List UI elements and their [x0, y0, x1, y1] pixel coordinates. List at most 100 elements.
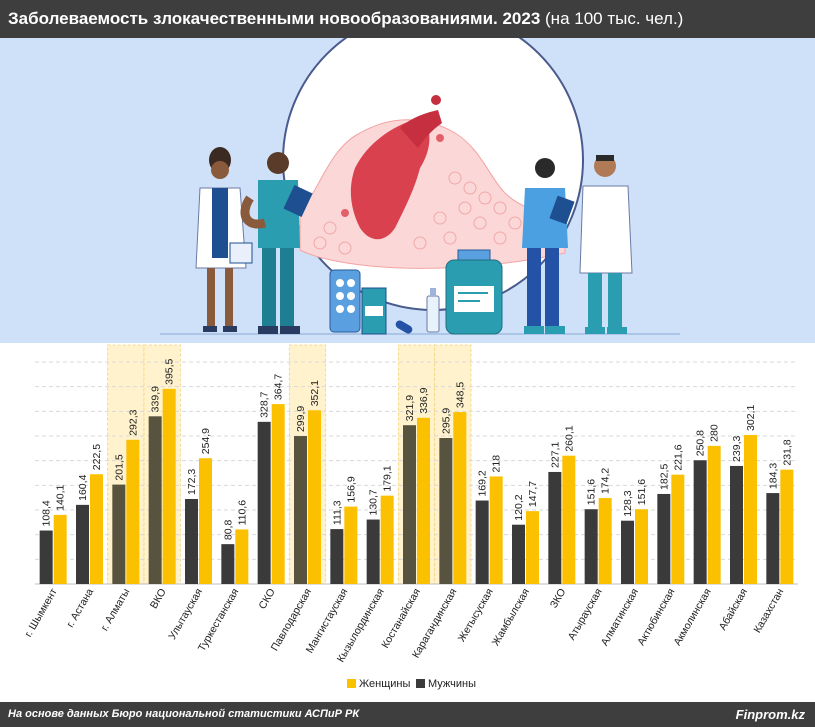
bar-men [693, 460, 707, 584]
value-label-men: 128,3 [622, 490, 634, 516]
value-label-women: 222,5 [91, 444, 103, 470]
value-label-men: 151,6 [586, 479, 598, 505]
category-label: ВКО [148, 587, 169, 611]
category-label: Абайская [717, 587, 750, 633]
category-label: Алматинская [599, 587, 641, 648]
value-label-women: 395,5 [164, 358, 176, 384]
value-label-women: 260,1 [563, 425, 575, 451]
value-label-women: 292,3 [127, 409, 139, 435]
bar-men [221, 544, 235, 584]
bar-women [199, 458, 212, 584]
bar-women [271, 404, 285, 584]
value-label-women: 151,6 [636, 479, 648, 505]
bar-men [439, 438, 453, 584]
category-label: г. Астана [64, 586, 96, 629]
value-label-men: 182,5 [658, 464, 670, 490]
bar-men [366, 519, 380, 584]
category-label: Акмолинская [671, 587, 713, 648]
bar-women [671, 474, 685, 584]
value-label-men: 160,4 [77, 474, 89, 500]
source-note: На основе данных Бюро национальной стати… [8, 708, 360, 720]
value-label-women: 221,6 [672, 444, 684, 470]
value-label-women: 352,1 [309, 380, 321, 406]
value-label-women: 231,8 [781, 439, 793, 465]
category-label: Актюбинская [635, 587, 677, 648]
legend-label-women: Женщины [359, 678, 410, 690]
category-label: Жамбылская [490, 587, 532, 648]
category-label: ЗКО [548, 587, 569, 611]
doctor-woman-icon [195, 147, 253, 332]
bar-men [621, 520, 634, 584]
bar-men [730, 465, 743, 584]
bar-men [39, 530, 53, 584]
value-label-women: 364,7 [273, 374, 285, 400]
category-label: Жетысуская [456, 587, 496, 644]
value-label-men: 328,7 [259, 391, 271, 417]
bar-men [76, 504, 89, 584]
bar-men [257, 421, 271, 584]
nurse-man-icon [240, 152, 313, 334]
value-label-women: 140,1 [55, 484, 67, 510]
bar-men [403, 425, 416, 584]
vial-icon [426, 288, 440, 333]
bar-women [90, 474, 103, 584]
category-label: Казахстан [751, 586, 786, 635]
value-label-men: 250,8 [695, 430, 707, 456]
legend-label-men: Мужчины [428, 678, 476, 690]
chart-subtitle: (на 100 тыс. чел.) [545, 9, 684, 28]
category-label: Атырауская [566, 587, 605, 643]
bar-men [148, 416, 162, 584]
value-label-women: 179,1 [382, 465, 394, 491]
legend-swatch-men [416, 679, 425, 688]
bar-women [744, 434, 757, 584]
bar-men [548, 471, 562, 584]
brand-logo[interactable]: Finprom.kz [735, 707, 805, 722]
value-label-men: 201,5 [113, 454, 125, 480]
bar-women [53, 514, 67, 584]
bars [39, 388, 794, 584]
value-label-men: 321,9 [404, 395, 416, 421]
value-label-men: 120,2 [513, 494, 525, 520]
value-label-men: 172,3 [186, 469, 198, 495]
bar-men [185, 498, 198, 584]
value-label-men: 111,3 [331, 500, 343, 525]
nurse-woman-icon [522, 158, 575, 334]
value-label-women: 302,1 [745, 405, 757, 431]
value-label-women: 254,9 [200, 428, 212, 454]
bar-women [707, 445, 721, 584]
bar-women [489, 476, 503, 584]
bar-women [526, 511, 539, 584]
value-label-men: 239,3 [731, 436, 743, 462]
category-label: Костанайская [379, 587, 423, 651]
hero-illustration [0, 38, 815, 343]
category-label: СКО [256, 587, 277, 612]
value-label-women: 218 [491, 455, 503, 473]
medical-illustration [160, 38, 680, 335]
bar-men [294, 436, 307, 584]
pill-blister-icon [329, 269, 387, 335]
value-label-women: 110,6 [236, 500, 248, 526]
highlight-bands [107, 344, 472, 585]
value-label-men: 108,4 [41, 500, 53, 526]
chart-area: 108,4 140,1 160,4 222,5 201,5 292,3 339,9 395,5… [0, 343, 815, 698]
bar-women [235, 529, 249, 584]
value-label-men: 80,8 [222, 520, 234, 541]
bar-men [766, 493, 780, 584]
bar-women [417, 417, 430, 584]
value-label-women: 156,9 [345, 476, 357, 502]
value-label-women: 280 [709, 424, 721, 442]
bar-women [453, 412, 467, 584]
bar-women [635, 509, 648, 584]
value-label-women: 174,2 [600, 468, 612, 494]
value-label-men: 339,9 [150, 386, 162, 412]
chart-title-bar: Заболеваемость злокачественными новообра… [0, 0, 815, 38]
value-label-men: 227,1 [549, 442, 561, 468]
gridlines [35, 361, 798, 585]
bar-women [344, 506, 358, 584]
bar-men [475, 500, 489, 584]
bar-men [584, 509, 598, 584]
value-label-men: 295,9 [440, 408, 452, 434]
footer: На основе данных Бюро национальной стати… [0, 702, 815, 727]
